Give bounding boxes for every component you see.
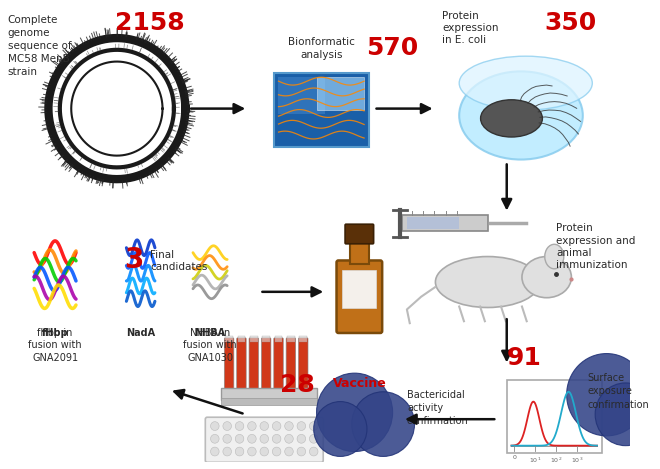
Circle shape xyxy=(248,447,256,456)
Circle shape xyxy=(223,434,232,443)
FancyBboxPatch shape xyxy=(249,338,259,393)
Circle shape xyxy=(223,422,232,431)
Circle shape xyxy=(352,392,414,456)
FancyBboxPatch shape xyxy=(298,338,308,393)
FancyBboxPatch shape xyxy=(278,77,325,114)
Circle shape xyxy=(235,422,244,431)
FancyBboxPatch shape xyxy=(300,336,307,342)
Text: $10^3$: $10^3$ xyxy=(571,455,583,465)
FancyBboxPatch shape xyxy=(286,338,296,393)
Ellipse shape xyxy=(544,244,564,269)
Text: 91: 91 xyxy=(506,346,541,370)
Circle shape xyxy=(310,422,318,431)
FancyBboxPatch shape xyxy=(343,270,376,308)
Ellipse shape xyxy=(480,100,543,137)
Circle shape xyxy=(317,373,393,452)
FancyBboxPatch shape xyxy=(225,336,233,342)
FancyBboxPatch shape xyxy=(237,338,246,393)
Text: NHBA: NHBA xyxy=(195,328,226,338)
FancyBboxPatch shape xyxy=(274,338,283,393)
Text: Final
candidates: Final candidates xyxy=(150,250,207,272)
FancyBboxPatch shape xyxy=(407,217,459,229)
FancyBboxPatch shape xyxy=(274,73,369,147)
FancyBboxPatch shape xyxy=(507,380,602,454)
Text: Vaccine: Vaccine xyxy=(333,377,386,390)
Circle shape xyxy=(310,434,318,443)
Ellipse shape xyxy=(459,71,583,159)
Text: 570: 570 xyxy=(366,36,418,60)
FancyBboxPatch shape xyxy=(224,338,234,393)
Circle shape xyxy=(223,447,232,456)
Text: NHBA in
fusion with
GNA1030: NHBA in fusion with GNA1030 xyxy=(183,328,237,363)
Circle shape xyxy=(260,422,269,431)
Circle shape xyxy=(567,354,647,436)
Circle shape xyxy=(273,434,281,443)
Circle shape xyxy=(235,447,244,456)
FancyBboxPatch shape xyxy=(287,336,295,342)
Text: Complete
genome
sequence of
MC58 MenB
strain: Complete genome sequence of MC58 MenB st… xyxy=(7,15,71,77)
Text: Bactericidal
activity
confirmation: Bactericidal activity confirmation xyxy=(407,390,469,426)
Circle shape xyxy=(297,447,306,456)
Text: Bionformatic
analysis: Bionformatic analysis xyxy=(288,37,355,60)
FancyBboxPatch shape xyxy=(222,398,317,406)
Circle shape xyxy=(273,447,281,456)
FancyBboxPatch shape xyxy=(350,241,369,265)
FancyBboxPatch shape xyxy=(222,388,317,400)
Circle shape xyxy=(235,434,244,443)
Text: 350: 350 xyxy=(544,11,597,35)
FancyBboxPatch shape xyxy=(317,77,364,110)
Circle shape xyxy=(595,383,656,446)
FancyBboxPatch shape xyxy=(345,224,374,244)
Text: Protein
expression and
animal
immunization: Protein expression and animal immunizati… xyxy=(556,223,636,271)
Circle shape xyxy=(260,447,269,456)
FancyBboxPatch shape xyxy=(275,336,282,342)
Circle shape xyxy=(211,422,219,431)
Text: fHbp in
fusion with
GNA2091: fHbp in fusion with GNA2091 xyxy=(28,328,82,363)
FancyBboxPatch shape xyxy=(337,260,382,333)
FancyBboxPatch shape xyxy=(238,336,246,342)
Text: $10^2$: $10^2$ xyxy=(550,455,562,465)
Text: 0: 0 xyxy=(512,455,516,461)
Circle shape xyxy=(260,434,269,443)
FancyBboxPatch shape xyxy=(205,417,323,462)
Circle shape xyxy=(248,434,256,443)
Circle shape xyxy=(284,422,293,431)
Text: $10^1$: $10^1$ xyxy=(529,455,541,465)
Text: 2158: 2158 xyxy=(115,11,185,35)
Ellipse shape xyxy=(522,257,572,298)
FancyBboxPatch shape xyxy=(263,336,270,342)
Circle shape xyxy=(297,434,306,443)
Circle shape xyxy=(314,401,367,456)
Ellipse shape xyxy=(436,257,540,308)
Text: Protein
expression
in E. coli: Protein expression in E. coli xyxy=(442,11,498,45)
Circle shape xyxy=(248,422,256,431)
Circle shape xyxy=(273,422,281,431)
Text: 3: 3 xyxy=(124,246,144,274)
Circle shape xyxy=(310,447,318,456)
Text: fHbp: fHbp xyxy=(42,328,69,338)
Circle shape xyxy=(211,434,219,443)
Text: 28: 28 xyxy=(280,373,315,397)
Ellipse shape xyxy=(459,56,592,110)
Circle shape xyxy=(284,434,293,443)
FancyBboxPatch shape xyxy=(250,336,257,342)
Circle shape xyxy=(297,422,306,431)
Circle shape xyxy=(211,447,219,456)
FancyBboxPatch shape xyxy=(261,338,271,393)
Circle shape xyxy=(284,447,293,456)
Text: Surface
exposure
confirmation: Surface exposure confirmation xyxy=(587,373,649,409)
FancyBboxPatch shape xyxy=(402,215,488,231)
Text: NadA: NadA xyxy=(126,328,155,338)
